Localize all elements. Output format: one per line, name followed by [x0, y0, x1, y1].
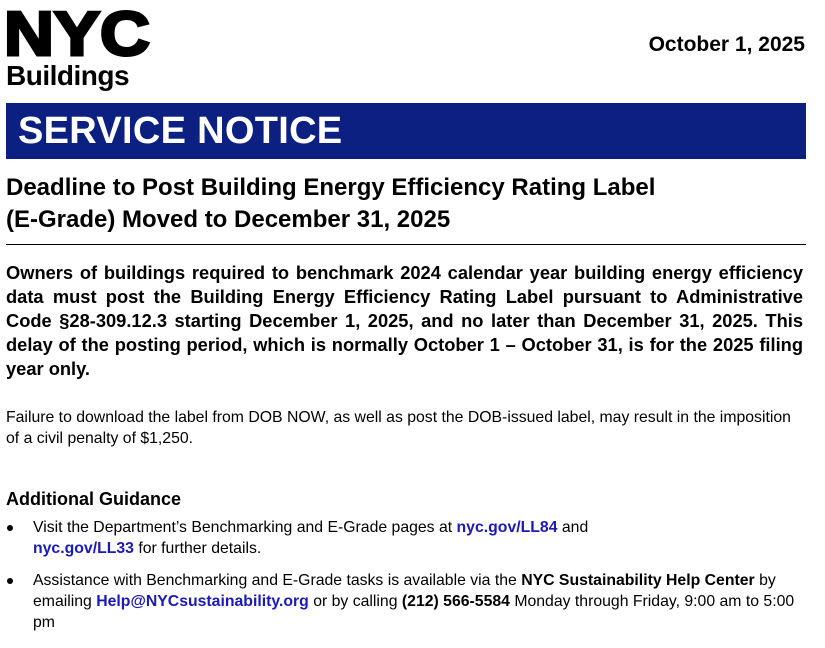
banner-title: SERVICE NOTICE: [18, 110, 343, 152]
lead-paragraph: Owners of buildings required to benchmar…: [6, 262, 803, 379]
ll33-link[interactable]: nyc.gov/LL33: [33, 540, 134, 557]
headline-line-2: (E-Grade) Moved to December 31, 2025: [6, 206, 451, 233]
notice-date: October 1, 2025: [648, 33, 805, 56]
ll84-link[interactable]: nyc.gov/LL84: [456, 519, 558, 536]
notice-headline: Deadline to Post Building Energy Efficie…: [6, 172, 806, 236]
bullet-icon: [7, 578, 13, 584]
nyc-logo-text: NYC: [6, 8, 150, 58]
headline-line-1: Deadline to Post Building Energy Efficie…: [6, 174, 656, 201]
nyc-logo-mark: NYC: [6, 8, 152, 58]
nyc-buildings-logo: NYC Buildings: [6, 8, 152, 92]
help-phone: (212) 566-5584: [401, 593, 510, 610]
list-item: Assistance with Benchmarking and E-Grade…: [6, 570, 806, 633]
penalty-paragraph: Failure to download the label from DOB N…: [6, 409, 791, 447]
help-email-link[interactable]: Help@NYCsustainability.org: [96, 593, 309, 610]
divider: [6, 244, 806, 245]
list-item: Visit the Department’s Benchmarking and …: [6, 517, 806, 559]
service-notice-banner: SERVICE NOTICE: [6, 103, 806, 159]
guidance-heading: Additional Guidance: [6, 489, 182, 509]
help-center-name: NYC Sustainability Help Center: [521, 572, 755, 589]
bullet-icon: [7, 525, 13, 531]
guidance-list: Visit the Department’s Benchmarking and …: [6, 517, 806, 633]
logo-subtitle: Buildings: [6, 60, 130, 91]
